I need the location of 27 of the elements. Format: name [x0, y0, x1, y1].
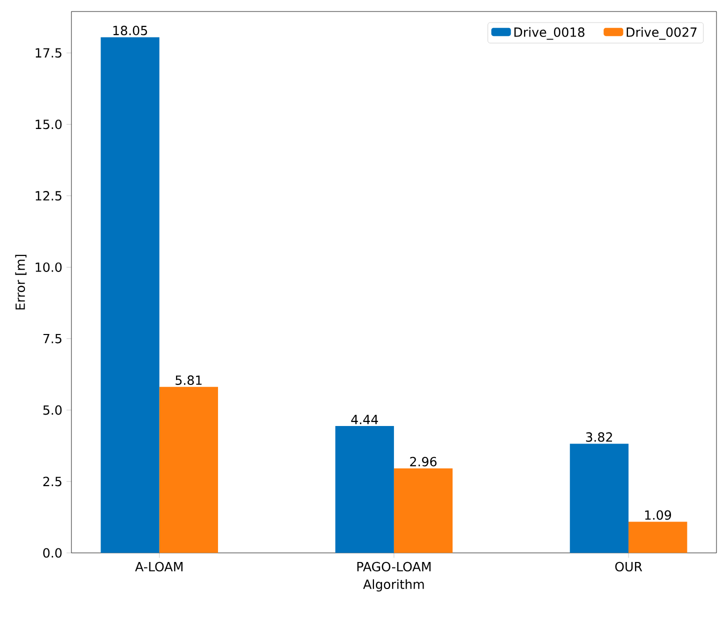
bar: [100, 37, 160, 553]
x-axis-title: Algorithm: [363, 579, 424, 592]
data-label: 4.44: [351, 414, 378, 424]
y-axis-title: Error [m]: [15, 254, 26, 310]
y-tick-label: 12.5: [36, 190, 62, 200]
data-label: 18.05: [113, 26, 148, 36]
legend-label: Drive_0018: [514, 27, 584, 40]
bar: [570, 444, 629, 553]
x-tick-label: OUR: [615, 562, 642, 572]
data-label: 2.96: [410, 456, 437, 466]
data-label: 5.81: [176, 375, 202, 385]
bar: [159, 386, 218, 553]
bar: [335, 426, 394, 553]
data-label: 1.09: [645, 510, 672, 520]
y-tick-label: 7.5: [43, 334, 62, 344]
legend-label: Drive_0027: [626, 27, 697, 40]
x-tick-label: A-LOAM: [135, 562, 183, 572]
y-tick-label: 10.0: [36, 262, 62, 272]
bar: [394, 468, 453, 553]
y-tick-label: 15.0: [36, 119, 62, 129]
y-tick-label: 2.5: [43, 476, 62, 486]
x-tick-label: PAGO-LOAM: [357, 562, 431, 572]
bar: [628, 522, 688, 553]
y-tick-label: 17.5: [36, 48, 62, 58]
data-label: 3.82: [586, 432, 612, 442]
y-tick-label: 5.0: [43, 405, 62, 415]
y-tick-label: 0.0: [43, 548, 62, 558]
